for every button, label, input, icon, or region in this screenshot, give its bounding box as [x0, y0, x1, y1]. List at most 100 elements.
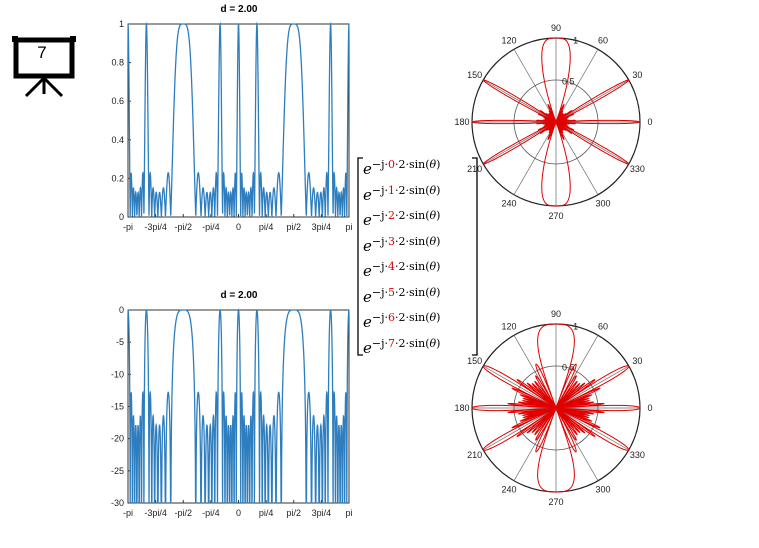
y-tick-label: -15	[111, 402, 124, 412]
x-tick-label: -pi	[123, 222, 133, 232]
exponent-theta: θ	[429, 336, 437, 350]
matrix-exponent: −j·6·2·sin(θ)	[372, 311, 441, 324]
angle-label: 60	[598, 322, 608, 332]
y-tick-label: 0.8	[111, 58, 124, 68]
exponent-post: ·2·sin(	[395, 336, 430, 350]
matrix-base: e	[363, 262, 372, 280]
angle-label: 180	[454, 117, 469, 127]
y-tick-label: -10	[111, 369, 124, 379]
exponent-close: )	[436, 285, 441, 299]
exponent-k: 1	[388, 183, 396, 197]
matrix-exponent: −j·3·2·sin(θ)	[372, 235, 441, 248]
matrix-entry: e−j·3·2·sin(θ)	[363, 233, 440, 259]
y-tick-label: 0.2	[111, 173, 124, 183]
exponent-k: 5	[388, 285, 396, 299]
exponent-close: )	[436, 336, 441, 350]
angle-label: 330	[630, 450, 645, 460]
exponent-post: ·2·sin(	[395, 311, 430, 324]
x-tick-label: -pi/2	[174, 508, 192, 518]
polar-spoke	[555, 49, 599, 123]
exponent-theta: θ	[429, 209, 437, 222]
angle-label: 30	[632, 70, 642, 80]
plot-frame	[127, 23, 350, 218]
polar-spoke	[513, 49, 557, 123]
matrix-base: e	[363, 236, 372, 255]
exponent-post: ·2·sin(	[395, 285, 430, 299]
x-tick-label: 0	[236, 222, 241, 232]
matrix-exponent: −j·0·2·sin(θ)	[372, 158, 441, 171]
matrix-exponent: −j·7·2·sin(θ)	[372, 337, 441, 350]
x-tick-label: -pi/4	[202, 222, 220, 232]
y-tick-label: -20	[111, 434, 124, 444]
exponent-post: ·2·sin(	[395, 209, 430, 222]
exponent-k: 7	[388, 336, 396, 350]
angle-label: 210	[467, 450, 482, 460]
angle-label: 180	[454, 403, 469, 413]
angle-label: 90	[551, 23, 561, 33]
angle-label: 30	[632, 356, 642, 366]
exponent-k: 4	[388, 260, 396, 273]
matrix-entry: e−j·6·2·sin(θ)	[363, 309, 440, 335]
radial-label: 0.5	[562, 77, 575, 87]
polar-spoke	[555, 335, 599, 409]
polar-spoke	[555, 121, 629, 165]
angle-label: 240	[501, 484, 516, 494]
exponent-close: )	[436, 183, 441, 197]
x-tick-label: pi/2	[286, 222, 301, 232]
y-tick-label: 0	[119, 305, 124, 315]
x-tick-label: pi/2	[286, 508, 301, 518]
exponent-k: 2	[388, 209, 396, 222]
exponent-post: ·2·sin(	[395, 234, 430, 248]
polar-spoke	[483, 79, 557, 123]
x-tick-label: 3pi/4	[312, 508, 332, 518]
polar-spoke	[555, 365, 629, 409]
x-tick-label: pi	[345, 508, 352, 518]
matrix-exponent: −j·4·2·sin(θ)	[372, 260, 441, 273]
exponent-close: )	[436, 158, 441, 171]
x-tick-label: -3pi/4	[144, 222, 167, 232]
angle-label: 270	[548, 497, 563, 507]
polar-spoke	[555, 407, 629, 451]
matrix-base: e	[363, 338, 372, 357]
exponent-theta: θ	[429, 311, 437, 324]
angle-label: 270	[548, 211, 563, 221]
matrix-base: e	[363, 313, 372, 331]
polar-spoke	[555, 121, 599, 195]
exponent-close: )	[436, 234, 441, 248]
polar-spoke	[555, 79, 629, 123]
matrix-base: e	[363, 287, 372, 306]
matrix-entry: e−j·5·2·sin(θ)	[363, 284, 440, 310]
angle-label: 330	[630, 164, 645, 174]
angle-label: 150	[467, 70, 482, 80]
polar-outer-ring	[471, 323, 641, 493]
matrix-entry: e−j·1·2·sin(θ)	[363, 182, 440, 208]
exponent-theta: θ	[429, 285, 437, 299]
angle-label: 120	[501, 36, 516, 46]
exponent-pre: −j·	[371, 285, 389, 299]
polar-spoke	[555, 407, 599, 481]
exponent-close: )	[436, 260, 441, 273]
angle-label: 60	[598, 36, 608, 46]
angle-label: 240	[501, 198, 516, 208]
matrix-entry: e−j·7·2·sin(θ)	[363, 335, 440, 361]
x-tick-label: -pi	[123, 508, 133, 518]
angle-label: 300	[595, 198, 610, 208]
presentation-board-icon	[12, 36, 76, 98]
x-tick-label: 0	[236, 508, 241, 518]
x-tick-label: pi	[345, 222, 352, 232]
x-tick-label: pi/4	[259, 508, 274, 518]
y-tick-label: -30	[111, 498, 124, 508]
y-tick-label: 1	[119, 19, 124, 29]
polar-spoke	[513, 407, 557, 481]
matrix-entry: e−j·2·2·sin(θ)	[363, 207, 440, 233]
exponent-theta: θ	[429, 158, 437, 171]
exponent-k: 6	[388, 311, 396, 324]
exponent-close: )	[436, 311, 441, 324]
y-tick-label: -25	[111, 466, 124, 476]
exponent-pre: −j·	[371, 209, 389, 222]
polar-series	[471, 37, 641, 207]
plot-frame	[127, 309, 350, 504]
radial-label: 1	[573, 35, 578, 45]
matrix-brackets	[357, 157, 478, 356]
radial-label: 1	[573, 321, 578, 331]
